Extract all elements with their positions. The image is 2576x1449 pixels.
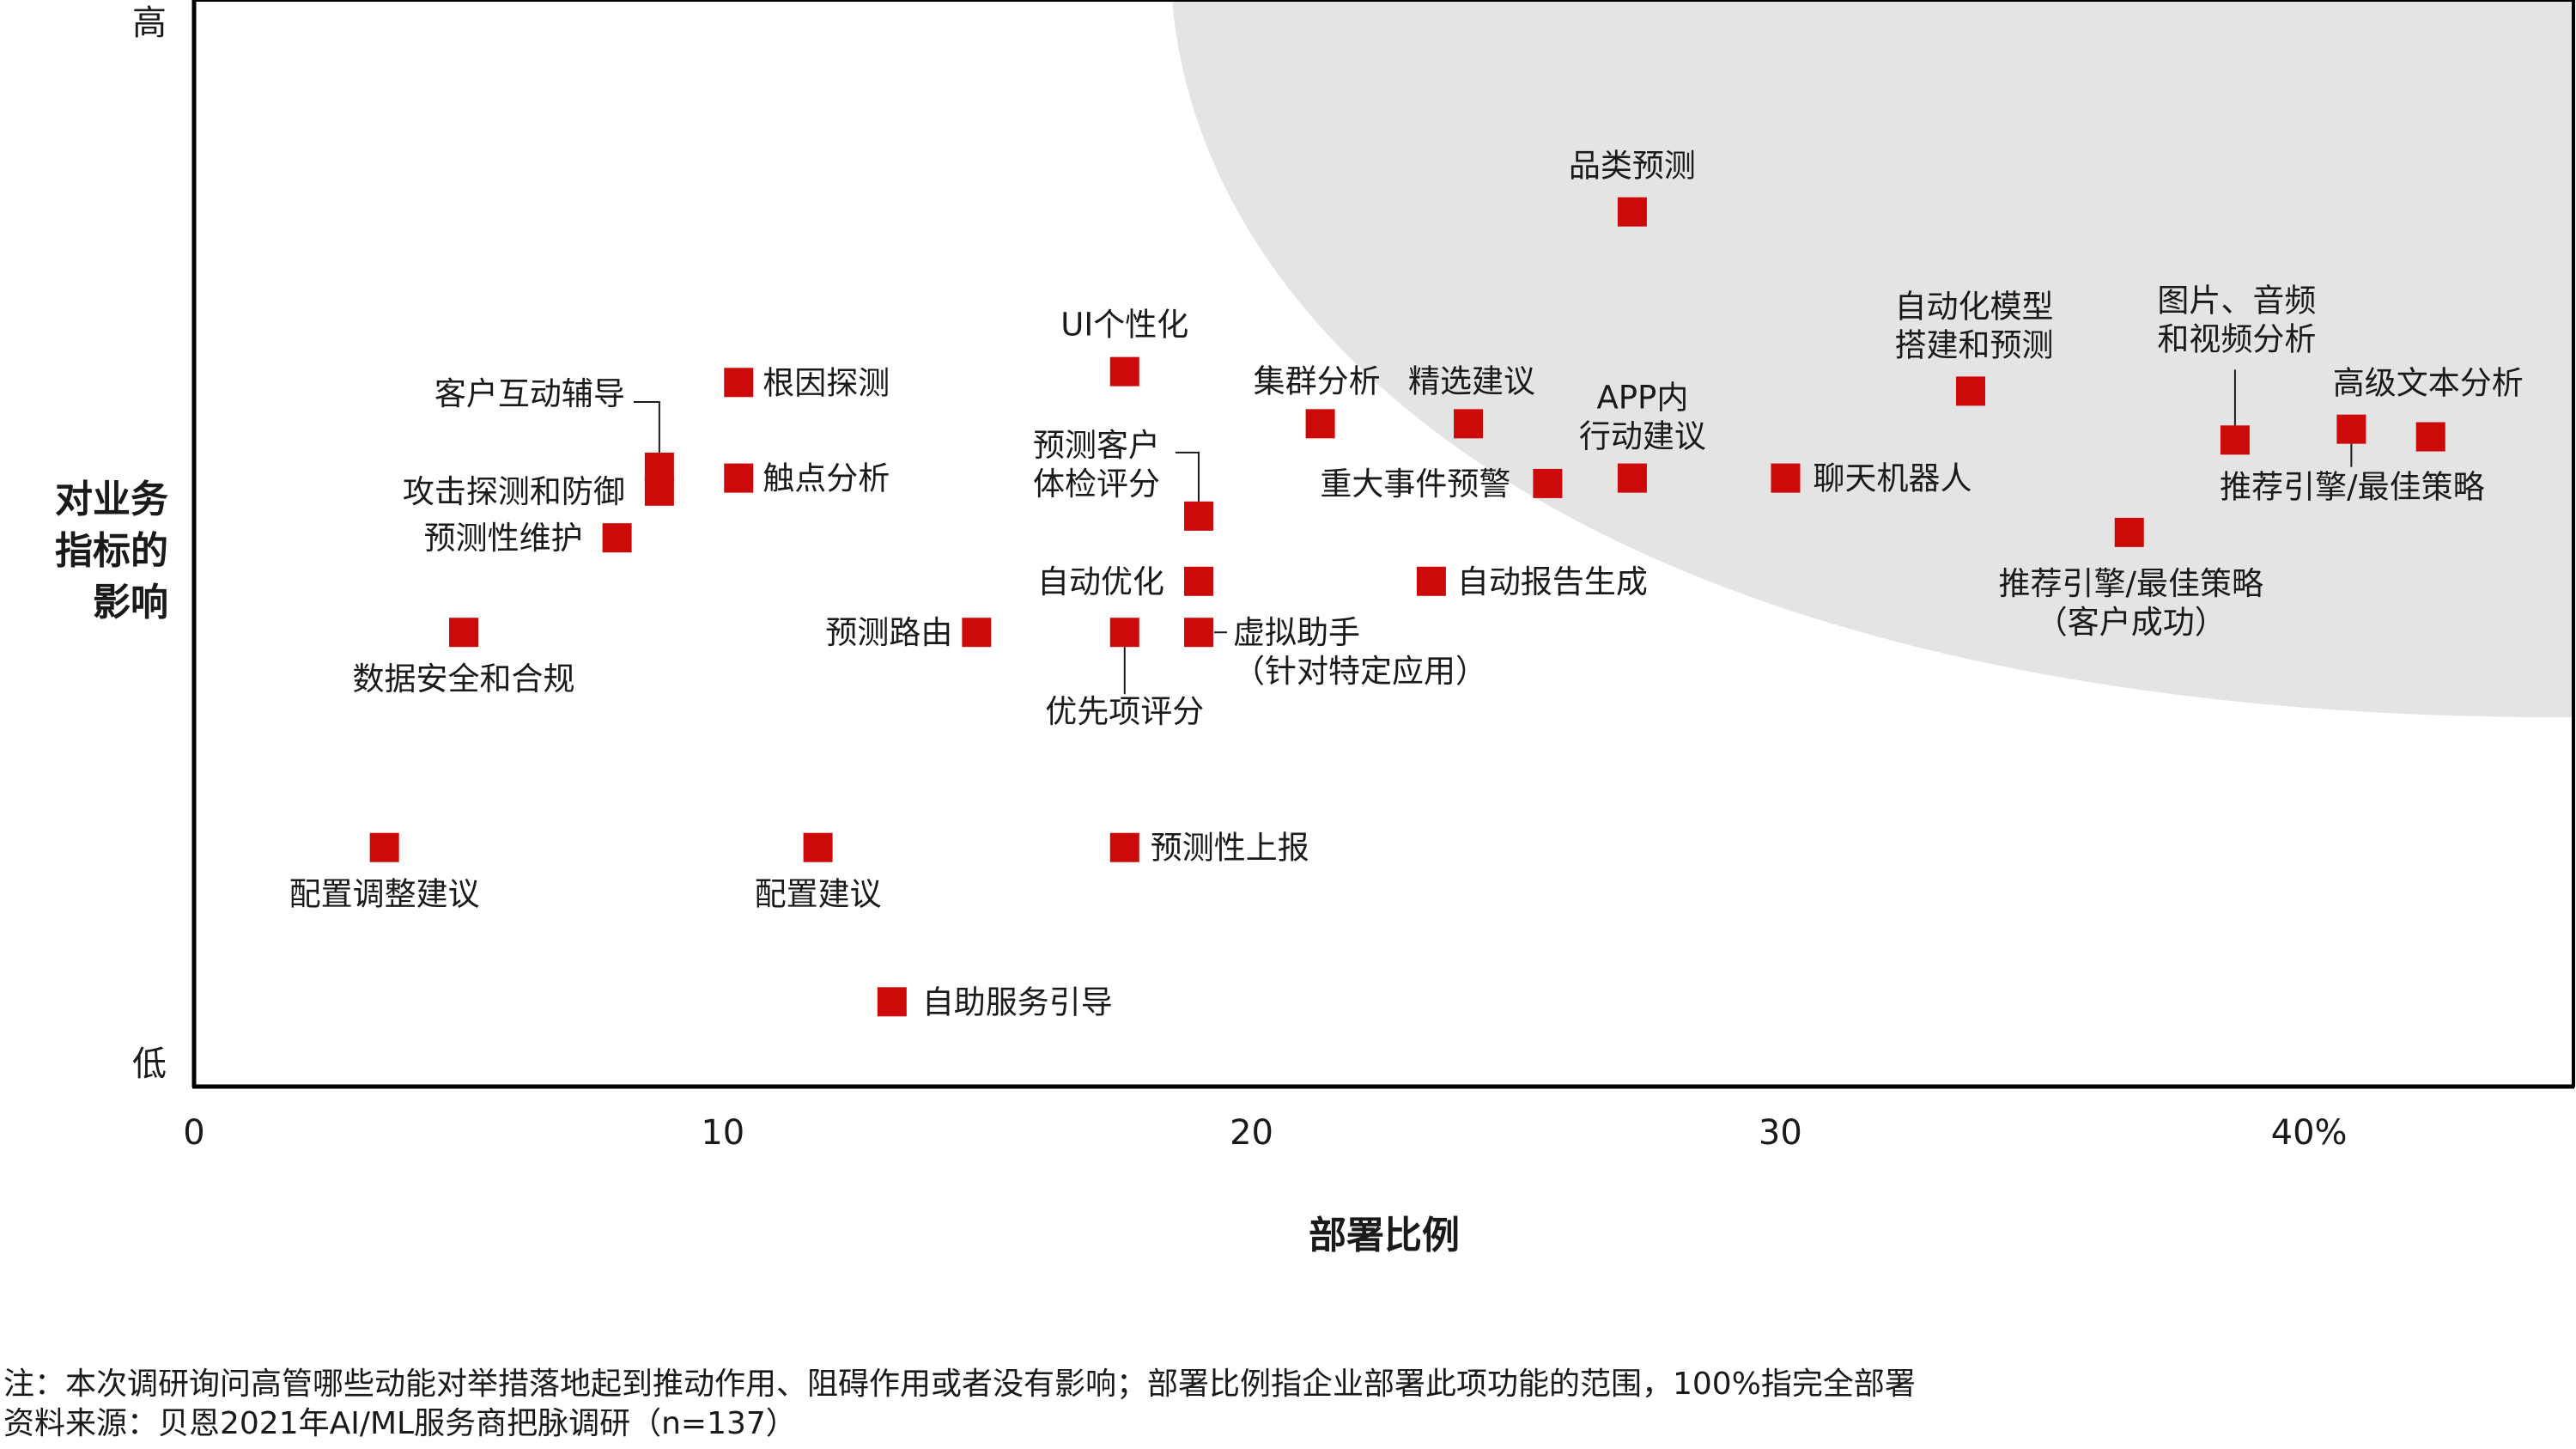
data-point-label: 客户互动辅导 <box>434 375 625 412</box>
x-tick-label: 30 <box>1759 1113 1802 1153</box>
x-tick-label: 10 <box>701 1113 744 1153</box>
data-point-label: 攻击探测和防御 <box>403 473 625 510</box>
data-point-marker <box>1416 566 1446 596</box>
data-point-label: 触点分析 <box>762 460 890 497</box>
data-point-label: APP内 <box>1596 380 1688 417</box>
data-point-marker <box>1183 501 1213 531</box>
leader-line <box>633 400 660 453</box>
data-point-marker <box>962 618 992 648</box>
data-point-label: 配置调整建议 <box>289 876 480 913</box>
high-impact-region <box>1172 0 2574 718</box>
data-point-marker <box>724 368 754 398</box>
data-point-marker <box>1183 566 1213 596</box>
data-point-label: 行动建议 <box>1579 418 1706 455</box>
data-point-label: 搭建和预测 <box>1895 326 2054 363</box>
y-tick-low: 低 <box>132 1044 167 1084</box>
data-point-label: 数据安全和合规 <box>353 661 575 697</box>
data-point-marker <box>644 476 674 506</box>
footnote-note: 注：本次调研询问高管哪些动能对举措落地起到推动作用、阻碍作用或者没有影响；部署比… <box>3 1367 1916 1402</box>
data-point-label: 根因探测 <box>762 364 890 401</box>
data-point-label: 预测性上报 <box>1151 830 1309 867</box>
y-axis-title-line: 指标的 <box>55 529 168 573</box>
data-point-label: （客户成功） <box>2036 604 2227 641</box>
data-point-marker <box>803 832 833 862</box>
data-point-label: 预测性维护 <box>424 520 583 557</box>
data-point-marker <box>1109 832 1139 862</box>
data-point-label: 高级文本分析 <box>2333 365 2524 402</box>
data-point-label: （针对特定应用） <box>1233 653 1487 690</box>
data-point-marker <box>724 463 754 493</box>
data-point-label: 优先项评分 <box>1045 693 1204 730</box>
data-point-label: 预测客户 <box>1033 427 1160 464</box>
data-point-label: 虚拟助手 <box>1233 614 1360 651</box>
data-point-label: 自动优化 <box>1037 563 1164 600</box>
data-point-marker <box>1771 463 1801 493</box>
data-point-label: 和视频分析 <box>2157 320 2316 357</box>
data-point-marker <box>1956 376 1986 406</box>
data-point-marker <box>2336 414 2366 444</box>
data-point-marker <box>2220 425 2250 455</box>
data-point-label: 集群分析 <box>1254 362 1381 399</box>
data-point-marker <box>1305 409 1335 439</box>
data-point-label: 重大事件预警 <box>1320 466 1510 502</box>
data-point-marker <box>449 618 479 648</box>
data-point-marker <box>2415 422 2445 452</box>
data-point-label: 配置建议 <box>755 876 882 913</box>
x-tick-labels: 0 10 20 30 40% <box>183 1113 2347 1153</box>
data-point-marker <box>1454 409 1484 439</box>
y-tick-high: 高 <box>132 3 167 43</box>
leader-line <box>1175 451 1200 502</box>
data-point-label: 预测路由 <box>825 614 952 651</box>
data-point-label: 图片、音频 <box>2157 282 2316 319</box>
data-point-label: 体检评分 <box>1033 466 1160 502</box>
data-point-marker <box>1183 618 1213 648</box>
x-tick-label: 40% <box>2271 1113 2348 1153</box>
x-tick-label: 0 <box>183 1113 204 1153</box>
data-point-label: 聊天机器人 <box>1813 460 1971 497</box>
data-point-marker <box>2114 517 2144 547</box>
data-point-label: 推荐引擎/最佳策略 <box>1999 565 2263 602</box>
footnote-source: 资料来源：贝恩2021年AI/ML服务商把脉调研（n=137） <box>3 1406 797 1441</box>
data-point-marker <box>1617 197 1647 227</box>
data-point-marker <box>1109 356 1139 387</box>
data-point-label: 品类预测 <box>1569 148 1696 185</box>
data-point-label: 推荐引擎/最佳策略 <box>2220 469 2484 506</box>
y-axis-title-line: 影响 <box>93 581 168 624</box>
data-point-label: UI个性化 <box>1060 307 1188 344</box>
chart-marks <box>369 197 2445 1017</box>
x-tick-label: 20 <box>1230 1113 1273 1153</box>
x-axis-title: 部署比例 <box>1309 1214 1460 1257</box>
data-point-marker <box>602 523 632 553</box>
data-point-marker <box>1617 463 1647 493</box>
data-point-label: 自动化模型 <box>1895 288 2054 325</box>
leader-lines <box>633 369 2353 695</box>
data-point-marker <box>369 832 399 862</box>
data-point-marker <box>1533 468 1563 498</box>
data-point-marker <box>877 987 907 1017</box>
data-point-label: 自动报告生成 <box>1457 563 1648 600</box>
data-point-label: 精选建议 <box>1408 362 1535 399</box>
data-point-marker <box>1109 618 1139 648</box>
data-point-label: 自助服务引导 <box>922 983 1113 1020</box>
y-axis-title-line: 对业务 <box>55 478 168 521</box>
